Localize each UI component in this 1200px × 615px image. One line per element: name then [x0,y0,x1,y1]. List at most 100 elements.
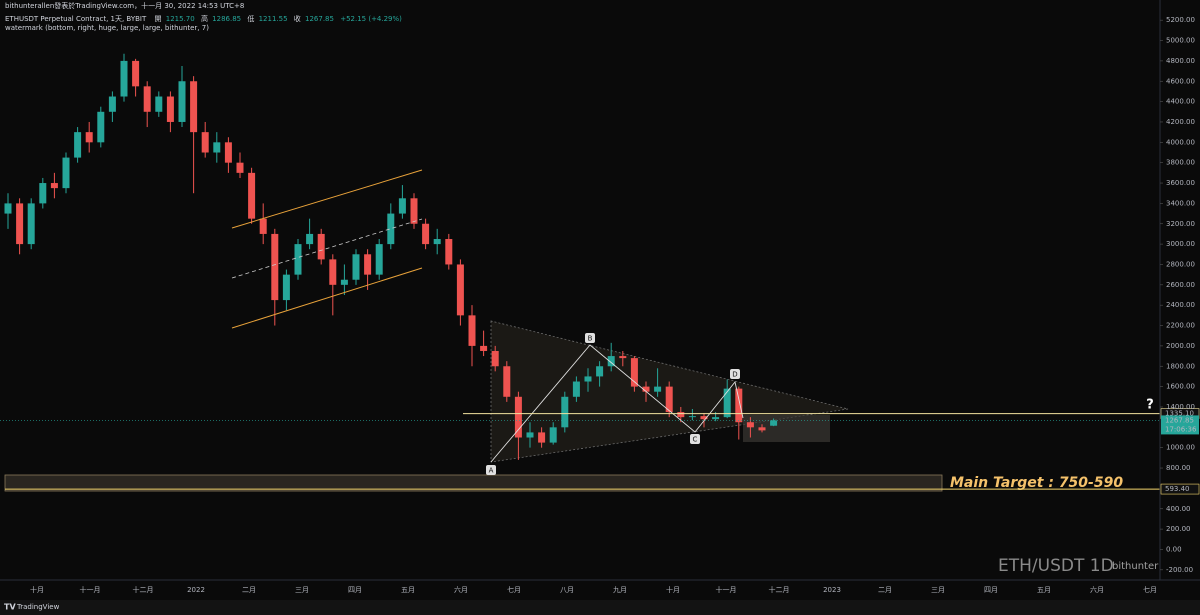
ohlc-value: 1215.70 [166,15,195,23]
last-price-box [1161,415,1199,435]
candle-body [4,203,12,214]
channel-mid [231,218,423,279]
candle-body [700,416,708,420]
candle-body [282,274,290,301]
candle-body [375,244,383,275]
candle-body [120,60,128,97]
candle-body [549,427,557,443]
candle-body [340,279,348,285]
candle-body [27,203,35,245]
x-tick-label: 五月 [1037,586,1051,594]
abcd-zigzag [490,344,744,463]
candle-body [329,259,337,285]
pattern-label: A [489,467,494,475]
candle-body [271,233,279,301]
candle-body [514,396,522,438]
y-tick-label: 4800.00 [1166,57,1195,65]
candle-body [746,422,754,428]
candles [4,53,778,460]
candle-body [468,315,476,346]
x-tick-label: 三月 [931,586,945,594]
pattern-label: C [693,436,698,444]
candle-body [108,96,116,112]
candle-body [503,366,511,397]
x-tick-label: 四月 [984,586,998,594]
y-tick-label: 400.00 [1166,505,1191,513]
candle-body [166,96,174,122]
ohlc-key: 高 [201,14,208,23]
pattern-label: D [732,371,737,379]
candle-body [770,420,778,426]
y-tick-label: 2000.00 [1166,342,1195,350]
candle-body [712,417,720,420]
candle-body [352,254,360,280]
candle-body [538,432,546,443]
candle-body [723,388,731,418]
y-tick-label: 5000.00 [1166,37,1195,45]
x-tick-label: 六月 [1090,585,1104,594]
candle-body [480,345,488,351]
candle-body [445,239,453,265]
pattern-label: B [588,335,593,343]
y-tick-label: 3200.00 [1166,220,1195,228]
candle-body [317,233,325,260]
y-tick-label: 4200.00 [1166,118,1195,126]
y-tick-label: 800.00 [1166,464,1191,472]
y-tick-label: 2400.00 [1166,301,1195,309]
y-tick-label: 3800.00 [1166,159,1195,167]
legend-line: ETHUSDT Perpetual Contract, 1天, BYBIT 開 … [5,14,402,23]
candle-body [16,203,24,245]
candle-body [364,254,372,275]
candle-body [132,60,140,87]
label-box [486,465,496,475]
x-tick-label: 十月 [30,585,44,594]
watermark: ETH/USDT 1D [998,556,1114,576]
y-tick-label: 1800.00 [1166,362,1195,370]
ohlc-value: 1286.85 [212,15,241,23]
x-tick-label: 十一月 [80,585,101,594]
x-tick-label: 二月 [242,586,256,594]
x-tick-label: 四月 [348,586,362,594]
candle-body [526,432,534,438]
candle-body [665,386,673,413]
candle-body [677,412,685,418]
x-tick-label: 八月 [560,586,574,594]
axes: 5200.00 5000.00 4800.00 4600.00 4400.00 4200.… [30,16,1195,594]
candle-body [62,157,70,189]
candle-body [630,358,638,387]
y-tick-label: 3600.00 [1166,179,1195,187]
x-tick-label: 七月 [1143,585,1157,594]
y-tick-label: 4600.00 [1166,77,1195,85]
candle-body [456,264,464,316]
pattern-label-b: B [585,333,595,343]
candle-body [398,198,406,214]
y-tick-label: 3400.00 [1166,199,1195,207]
candle-body [607,356,615,367]
y-tick-label: 1600.00 [1166,383,1195,391]
y-tick-label: 5200.00 [1166,16,1195,24]
price-label-box [1160,483,1200,495]
candle-body [642,386,650,392]
x-tick-label: 六月 [454,585,468,594]
candle-body [422,223,430,245]
candle-body [248,172,256,219]
y-tick-label: 200.00 [1166,525,1191,533]
x-tick-label: 十二月 [769,585,790,594]
candle-body [178,81,186,122]
candle-body [259,218,267,234]
drawings: A B C D Main Target : 750-590 ? ETH/USDT… [231,169,1159,576]
pattern-label-a: A [486,465,496,475]
price-label: 1335.10 [1165,410,1194,418]
y-tick-label: 0.00 [1166,545,1182,553]
candle-body [39,183,47,204]
candle-body [306,233,314,245]
header: bithunterallen發表於TradingView.com，十一月 30,… [5,1,402,32]
x-tick-label: 十二月 [133,585,154,594]
last-price-label: 1267.85 [1165,416,1194,424]
y-tick-label: 2800.00 [1166,260,1195,268]
candle-body [410,198,418,224]
watermark-author: bithunter [1112,561,1159,572]
x-tick-label: 二月 [878,586,892,594]
footer-logo: TV [4,603,16,612]
